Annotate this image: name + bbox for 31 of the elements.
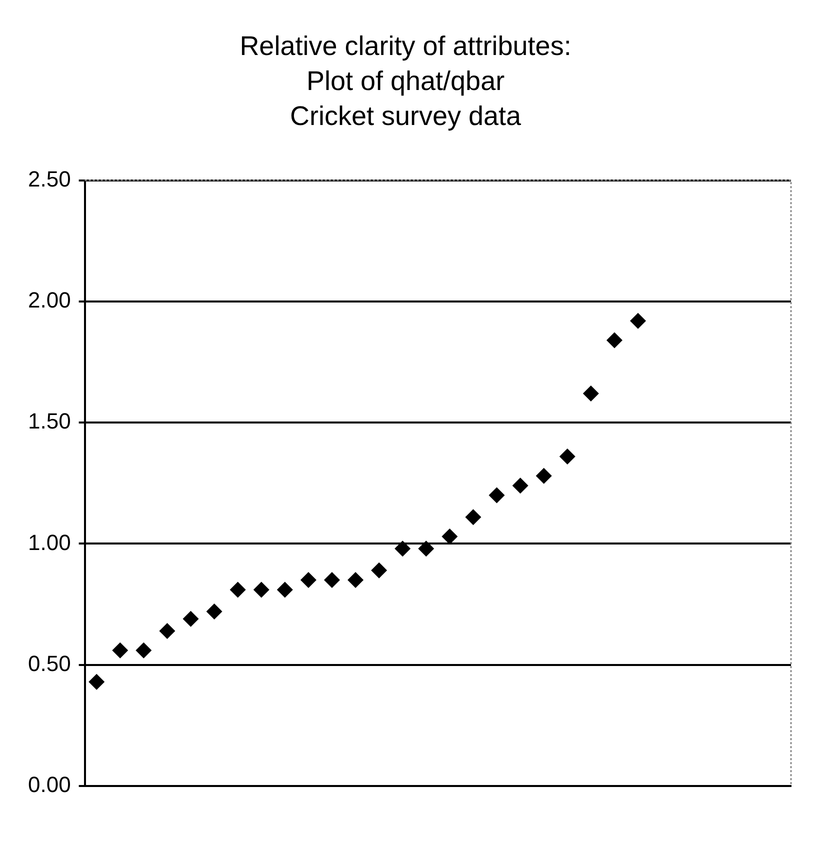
point: [230, 582, 246, 598]
point: [442, 528, 458, 544]
point: [465, 509, 482, 526]
point: [112, 642, 128, 658]
point: [488, 487, 505, 504]
point: [536, 468, 552, 484]
y-tick-label: 1.50: [28, 408, 71, 434]
point: [606, 332, 622, 348]
point: [88, 674, 105, 690]
point: [394, 540, 411, 557]
point: [418, 540, 434, 557]
y-tick-label: 1.00: [28, 530, 71, 555]
point: [206, 604, 222, 620]
point: [348, 572, 364, 588]
y-tick-label: 2.00: [28, 288, 71, 313]
point: [136, 642, 152, 658]
point: [182, 610, 199, 627]
point: [253, 582, 270, 598]
y-tick-label: 0.00: [28, 772, 71, 798]
y-tick-label: 2.50: [28, 166, 71, 192]
y-tick-label: 0.50: [28, 650, 71, 676]
point: [159, 622, 176, 639]
point: [582, 386, 599, 402]
point: [630, 312, 646, 329]
point: [300, 572, 316, 588]
point: [559, 448, 576, 464]
chart-title: Relative clarity of attributes: Plot of qhat/qbar Cricket survey data: [240, 31, 572, 132]
point: [324, 572, 340, 588]
point: [371, 562, 388, 578]
point: [276, 582, 293, 598]
point: [512, 478, 528, 494]
